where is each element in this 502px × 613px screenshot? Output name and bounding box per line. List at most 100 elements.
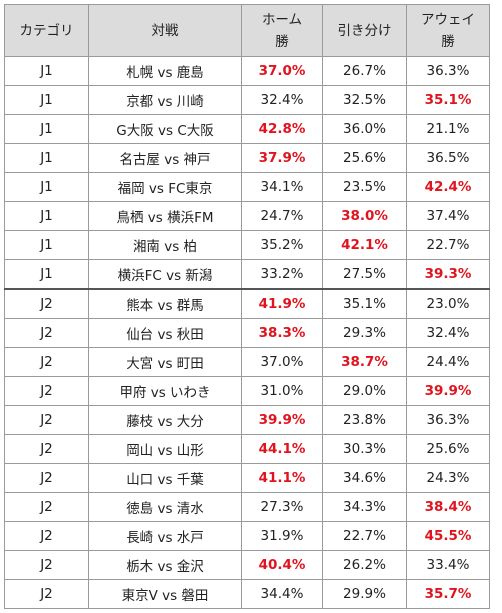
category-cell: J2: [4, 376, 89, 406]
table-row: J1 G大阪 vs C大阪 42.8% 36.0% 21.1%: [4, 114, 490, 144]
draw-cell: 35.1%: [322, 288, 407, 319]
home-win-cell: 35.2%: [241, 230, 323, 260]
away-win-cell: 36.3%: [406, 56, 490, 86]
home-win-cell: 24.7%: [241, 201, 323, 231]
away-win-cell: 35.1%: [406, 85, 490, 115]
header-away-line2: 勝: [441, 33, 455, 50]
match-cell: 東京V vs 磐田: [88, 579, 242, 609]
category-cell: J2: [4, 318, 89, 348]
home-win-cell: 41.1%: [241, 463, 323, 493]
category-cell: J2: [4, 405, 89, 435]
draw-cell: 38.0%: [322, 201, 407, 231]
match-cell: 熊本 vs 群馬: [88, 288, 242, 319]
category-cell: J1: [4, 201, 89, 231]
draw-cell: 29.0%: [322, 376, 407, 406]
category-cell: J1: [4, 114, 89, 144]
away-win-cell: 33.4%: [406, 550, 490, 580]
away-win-cell: 39.9%: [406, 376, 490, 406]
draw-cell: 42.1%: [322, 230, 407, 260]
home-win-cell: 37.0%: [241, 56, 323, 86]
draw-cell: 34.3%: [322, 492, 407, 522]
table-row: J2 栃木 vs 金沢 40.4% 26.2% 33.4%: [4, 550, 490, 580]
table-row: J2 熊本 vs 群馬 41.9% 35.1% 23.0%: [4, 288, 490, 319]
match-cell: 京都 vs 川崎: [88, 85, 242, 115]
table-row: J1 福岡 vs FC東京 34.1% 23.5% 42.4%: [4, 172, 490, 202]
match-cell: G大阪 vs C大阪: [88, 114, 242, 144]
header-away-win: アウェイ 勝: [406, 4, 490, 57]
draw-cell: 23.8%: [322, 405, 407, 435]
away-win-cell: 35.7%: [406, 579, 490, 609]
home-win-cell: 34.1%: [241, 172, 323, 202]
category-cell: J1: [4, 230, 89, 260]
away-win-cell: 25.6%: [406, 434, 490, 464]
category-cell: J2: [4, 550, 89, 580]
match-cell: 鳥栖 vs 横浜FM: [88, 201, 242, 231]
draw-cell: 26.2%: [322, 550, 407, 580]
home-win-cell: 38.3%: [241, 318, 323, 348]
header-home-line2: 勝: [275, 33, 289, 50]
category-cell: J1: [4, 259, 89, 290]
category-cell: J1: [4, 85, 89, 115]
away-win-cell: 22.7%: [406, 230, 490, 260]
draw-cell: 29.3%: [322, 318, 407, 348]
table-row: J2 仙台 vs 秋田 38.3% 29.3% 32.4%: [4, 318, 490, 348]
table-row: J2 岡山 vs 山形 44.1% 30.3% 25.6%: [4, 434, 490, 464]
home-win-cell: 41.9%: [241, 288, 323, 319]
home-win-cell: 40.4%: [241, 550, 323, 580]
category-cell: J2: [4, 579, 89, 609]
away-win-cell: 36.5%: [406, 143, 490, 173]
match-cell: 横浜FC vs 新潟: [88, 259, 242, 290]
draw-cell: 30.3%: [322, 434, 407, 464]
home-win-cell: 32.4%: [241, 85, 323, 115]
home-win-cell: 33.2%: [241, 259, 323, 290]
table-row: J1 横浜FC vs 新潟 33.2% 27.5% 39.3%: [4, 259, 490, 290]
draw-cell: 29.9%: [322, 579, 407, 609]
draw-cell: 23.5%: [322, 172, 407, 202]
table-row: J2 藤枝 vs 大分 39.9% 23.8% 36.3%: [4, 405, 490, 435]
table-row: J1 名古屋 vs 神戸 37.9% 25.6% 36.5%: [4, 143, 490, 173]
match-cell: 甲府 vs いわき: [88, 376, 242, 406]
home-win-cell: 44.1%: [241, 434, 323, 464]
table-row: J2 東京V vs 磐田 34.4% 29.9% 35.7%: [4, 579, 490, 609]
match-cell: 山口 vs 千葉: [88, 463, 242, 493]
away-win-cell: 23.0%: [406, 288, 490, 319]
match-prediction-table: カテゴリ 対戦 ホーム 勝 引き分け アウェイ 勝 J1 札幌 vs 鹿島 37.0…: [4, 4, 490, 609]
match-cell: 湘南 vs 柏: [88, 230, 242, 260]
header-away-line1: アウェイ: [421, 11, 475, 28]
header-match: 対戦: [88, 4, 242, 57]
home-win-cell: 37.0%: [241, 347, 323, 377]
category-cell: J2: [4, 288, 89, 319]
home-win-cell: 39.9%: [241, 405, 323, 435]
draw-cell: 26.7%: [322, 56, 407, 86]
match-cell: 徳島 vs 清水: [88, 492, 242, 522]
match-cell: 藤枝 vs 大分: [88, 405, 242, 435]
draw-cell: 38.7%: [322, 347, 407, 377]
away-win-cell: 38.4%: [406, 492, 490, 522]
header-home-line1: ホーム: [261, 11, 303, 28]
match-cell: 札幌 vs 鹿島: [88, 56, 242, 86]
away-win-cell: 24.3%: [406, 463, 490, 493]
match-cell: 福岡 vs FC東京: [88, 172, 242, 202]
away-win-cell: 24.4%: [406, 347, 490, 377]
header-row: カテゴリ 対戦 ホーム 勝 引き分け アウェイ 勝: [4, 4, 490, 57]
category-cell: J2: [4, 434, 89, 464]
category-cell: J1: [4, 143, 89, 173]
table-row: J2 長崎 vs 水戸 31.9% 22.7% 45.5%: [4, 521, 490, 551]
draw-cell: 34.6%: [322, 463, 407, 493]
away-win-cell: 45.5%: [406, 521, 490, 551]
home-win-cell: 27.3%: [241, 492, 323, 522]
away-win-cell: 32.4%: [406, 318, 490, 348]
category-cell: J2: [4, 521, 89, 551]
header-home-win: ホーム 勝: [241, 4, 323, 57]
category-cell: J1: [4, 56, 89, 86]
home-win-cell: 31.0%: [241, 376, 323, 406]
table-row: J1 京都 vs 川崎 32.4% 32.5% 35.1%: [4, 85, 490, 115]
draw-cell: 25.6%: [322, 143, 407, 173]
table-row: J1 湘南 vs 柏 35.2% 42.1% 22.7%: [4, 230, 490, 260]
match-cell: 大宮 vs 町田: [88, 347, 242, 377]
match-cell: 仙台 vs 秋田: [88, 318, 242, 348]
draw-cell: 32.5%: [322, 85, 407, 115]
prediction-table-container: カテゴリ 対戦 ホーム 勝 引き分け アウェイ 勝 J1 札幌 vs 鹿島 37.0…: [4, 4, 490, 609]
draw-cell: 27.5%: [322, 259, 407, 290]
table-row: J2 大宮 vs 町田 37.0% 38.7% 24.4%: [4, 347, 490, 377]
